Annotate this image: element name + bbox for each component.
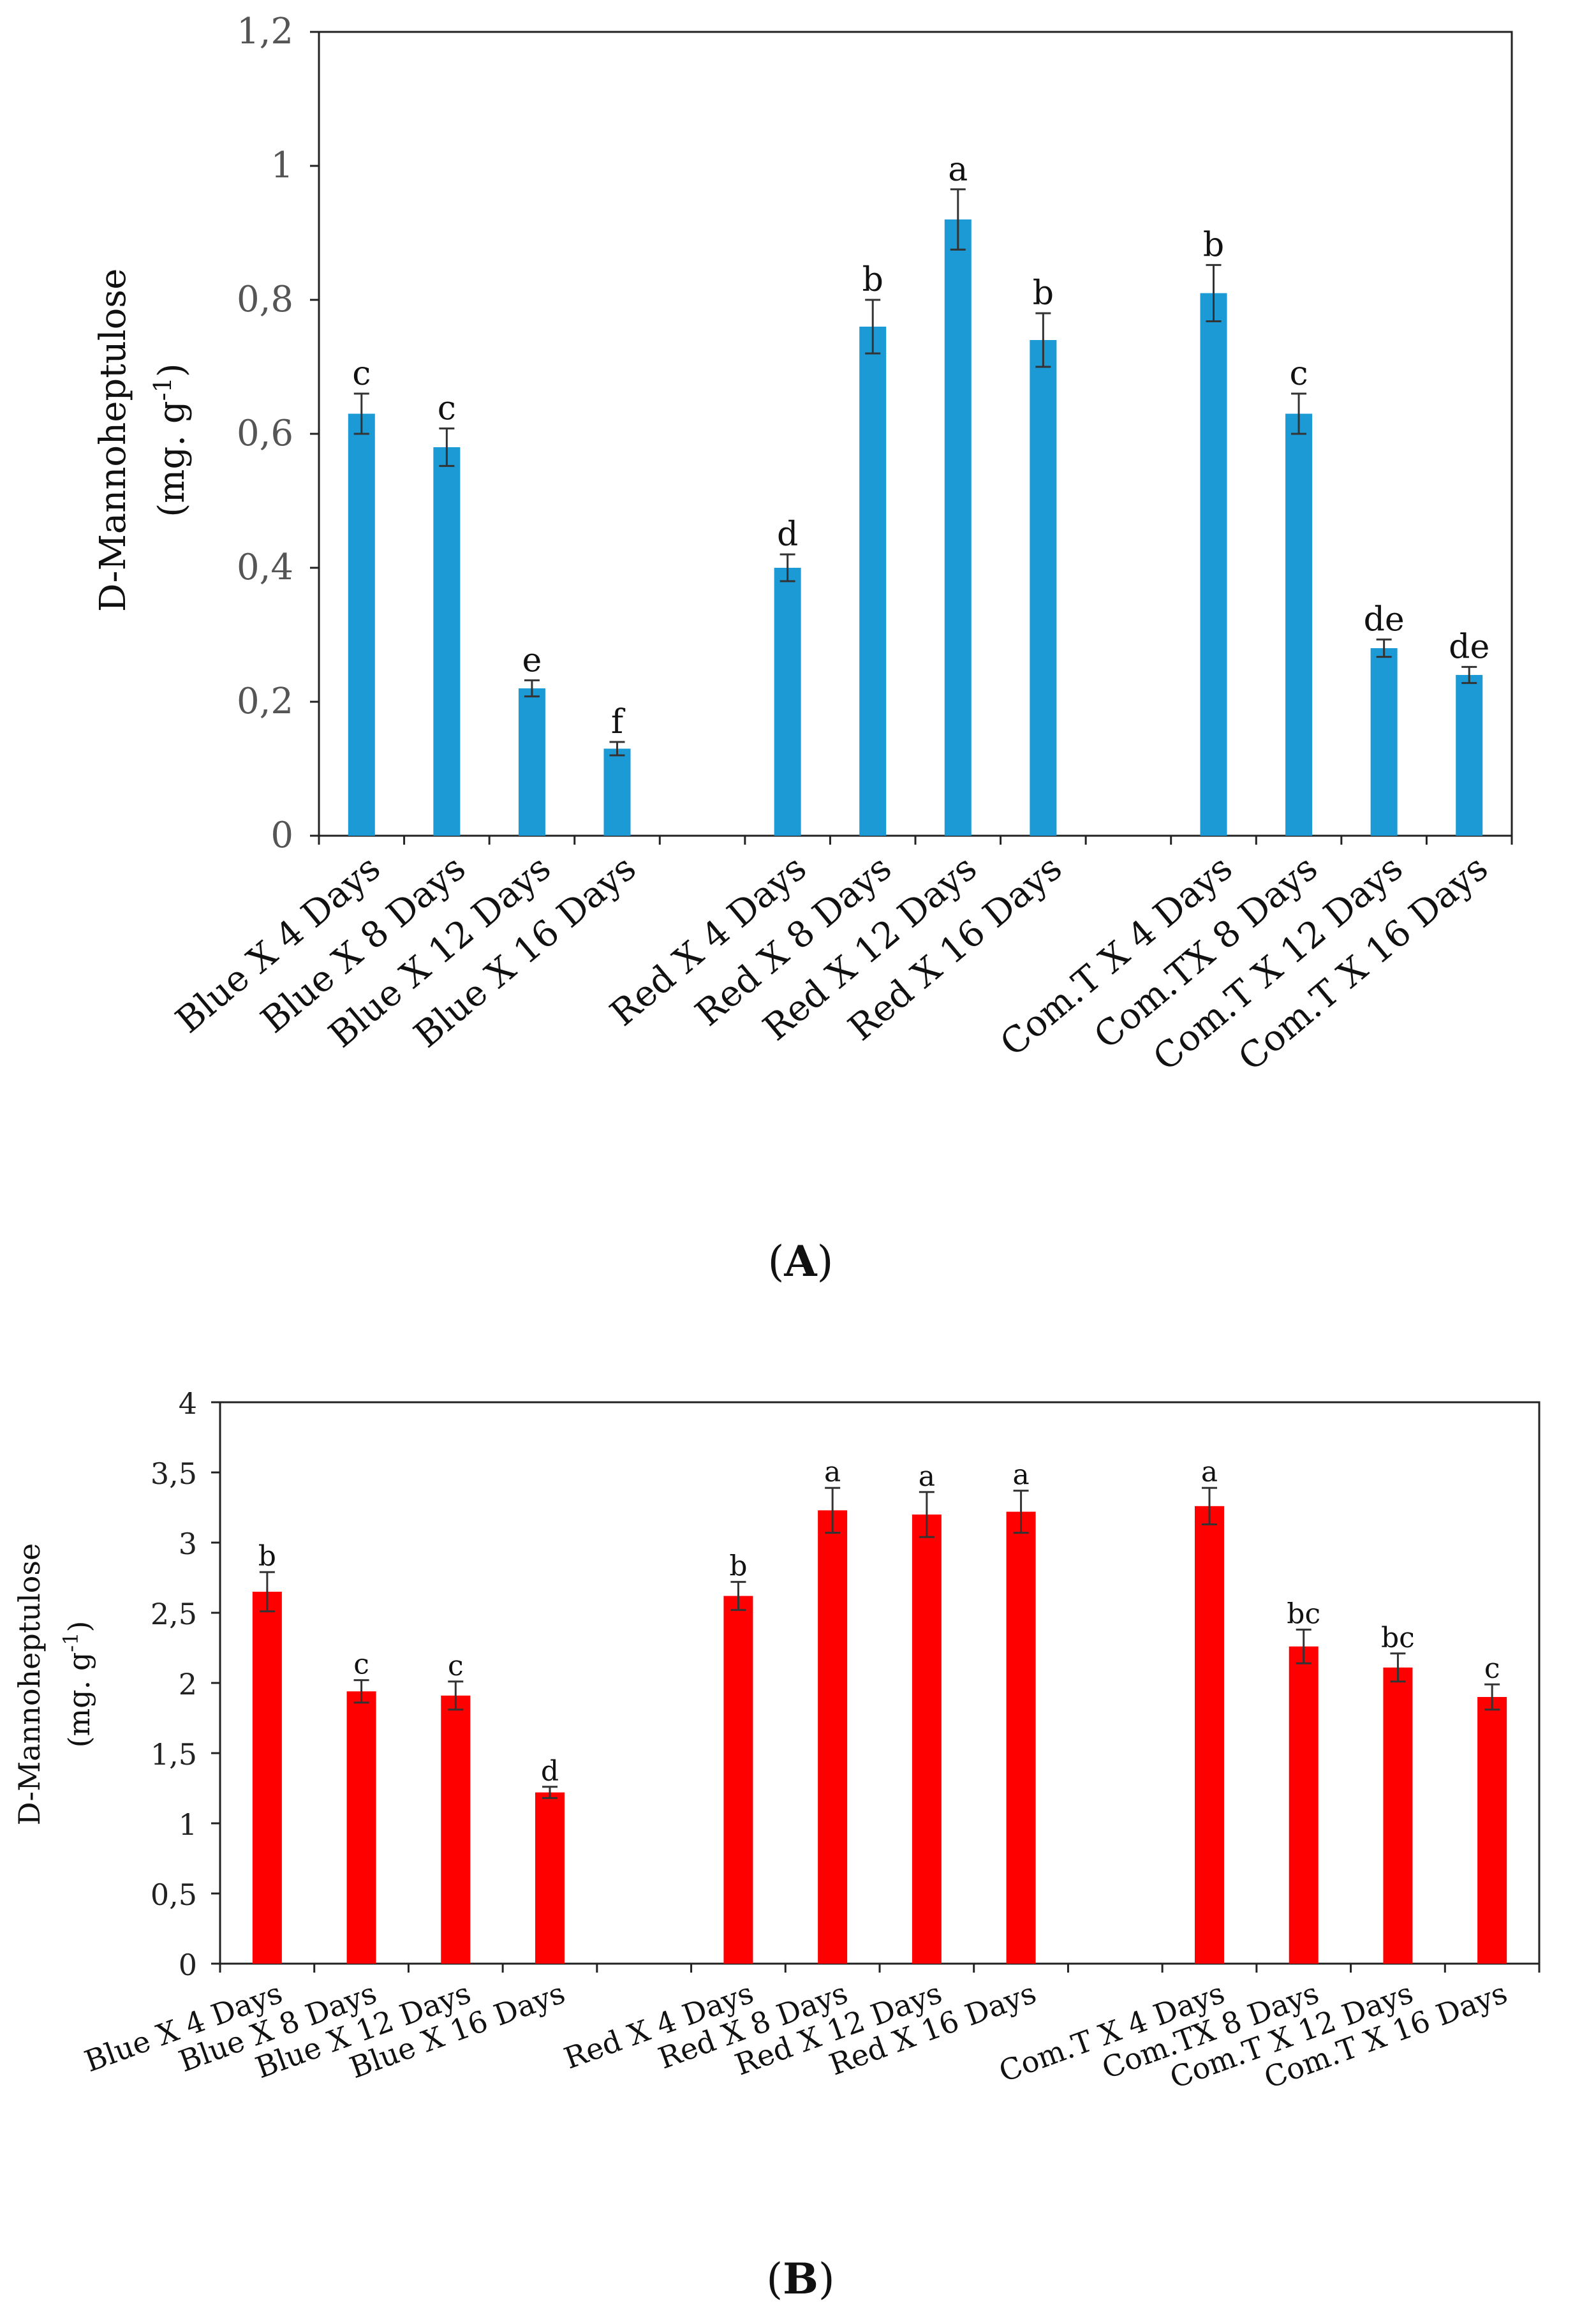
y-axis-unit-a-sup: -1 (149, 377, 177, 401)
panel-label-b-open: ( (766, 2255, 783, 2304)
y-axis-unit-b-text: (mg. g (62, 1652, 96, 1748)
significance-letter: b (1033, 274, 1054, 313)
plot-frame-b (219, 1401, 1541, 1965)
chart-a: 0 0,2 0,4 0,6 0,8 1 1,2 c c e f d b a b b c de de Blue X … (92, 11, 1513, 1079)
y-tick-label: 1,2 (237, 11, 293, 52)
y-axis-unit-a: (mg. g-1) (149, 363, 193, 517)
y-ticks-a: 0 0,2 0,4 0,6 0,8 1 1,2 (237, 11, 319, 856)
significance-letter: d (777, 515, 798, 554)
y-axis-unit-b: (mg. g-1) (59, 1621, 96, 1748)
bar (1289, 1646, 1319, 1964)
panel-label-b: (B) (766, 2254, 834, 2304)
panel-label-a-open: ( (768, 1237, 785, 1286)
y-tick-label: 1 (179, 1807, 197, 1842)
bar (1200, 293, 1227, 836)
y-ticks-b: 0 0,5 1 1,5 2 2,5 3 3,5 4 (151, 1386, 220, 1982)
significance-letter: c (352, 355, 371, 393)
significance-letter: a (1012, 1459, 1029, 1492)
panel-label-b-close: ) (818, 2255, 835, 2304)
x-ticks-a (318, 836, 1513, 845)
bar (1030, 340, 1057, 836)
panel-label-a: (A) (768, 1236, 834, 1286)
y-tick-label: 1 (270, 145, 293, 186)
bar (535, 1792, 565, 1964)
y-axis-title-a: D-Mannoheptulose (92, 269, 134, 612)
y-tick-label: 0,2 (237, 681, 293, 722)
significance-letter: a (1201, 1456, 1218, 1488)
y-tick-label: 0,5 (151, 1878, 197, 1912)
bar (912, 1515, 942, 1964)
y-tick-label: 0,4 (237, 547, 293, 588)
bar (723, 1596, 753, 1964)
bar (433, 447, 461, 836)
y-tick-label: 0,8 (237, 279, 293, 320)
bar (441, 1695, 471, 1964)
bar (1477, 1697, 1507, 1964)
bar (518, 688, 545, 836)
y-axis-title-b: D-Mannoheptulose (12, 1543, 47, 1825)
bar (944, 219, 972, 836)
panel-label-a-close: ) (817, 1237, 834, 1286)
y-axis-unit-b-close: ) (62, 1621, 96, 1633)
significance-letter: a (824, 1456, 841, 1488)
y-tick-label: 3,5 (151, 1456, 197, 1491)
bar (1456, 675, 1483, 836)
y-tick-label: 2 (179, 1667, 197, 1701)
bar (1195, 1506, 1224, 1964)
bar (1285, 413, 1313, 836)
bar (1006, 1511, 1036, 1964)
y-axis-unit-a-close: ) (151, 363, 193, 377)
y-tick-label: 2,5 (151, 1597, 197, 1631)
y-tick-label: 1,5 (151, 1737, 197, 1772)
bar (1370, 648, 1398, 836)
bar (774, 568, 801, 836)
y-tick-label: 0,6 (237, 413, 293, 454)
bar (346, 1691, 376, 1964)
significance-letter: f (611, 703, 626, 741)
significance-letter: b (1203, 226, 1224, 264)
bar (348, 413, 375, 836)
significance-letter: b (862, 261, 883, 299)
significance-letter: e (522, 641, 542, 679)
y-tick-label: 0 (270, 815, 293, 856)
bar (603, 748, 631, 836)
y-axis-unit-a-text: (mg. g (151, 401, 193, 517)
bar (818, 1510, 848, 1964)
significance-letter: b (729, 1550, 747, 1583)
panel-label-a-letter: A (783, 1236, 817, 1286)
y-tick-label: 3 (179, 1527, 197, 1561)
y-tick-label: 4 (179, 1386, 197, 1421)
y-axis-unit-b-sup: -1 (59, 1633, 83, 1652)
bar (859, 327, 887, 836)
significance-letter: a (919, 1460, 935, 1493)
significance-letter: c (353, 1648, 369, 1681)
bars-a: c c e f d b a b b c de de (348, 151, 1489, 836)
x-ticks-b (219, 1964, 1541, 1973)
significance-letter: a (948, 151, 968, 189)
significance-letter: d (541, 1755, 559, 1788)
plot-frame-a (318, 31, 1513, 837)
significance-letter: c (1484, 1652, 1500, 1685)
significance-letter: c (438, 390, 456, 428)
significance-letter: b (258, 1540, 276, 1573)
bar (1383, 1667, 1413, 1964)
bar (252, 1592, 282, 1964)
y-tick-label: 0 (179, 1948, 197, 1982)
significance-letter: bc (1287, 1597, 1320, 1630)
significance-letter: c (1290, 355, 1308, 393)
panel-label-b-letter: B (783, 2254, 818, 2304)
significance-letter: de (1364, 600, 1405, 639)
significance-letter: c (448, 1650, 464, 1682)
significance-letter: bc (1381, 1622, 1415, 1654)
significance-letter: de (1449, 628, 1489, 666)
